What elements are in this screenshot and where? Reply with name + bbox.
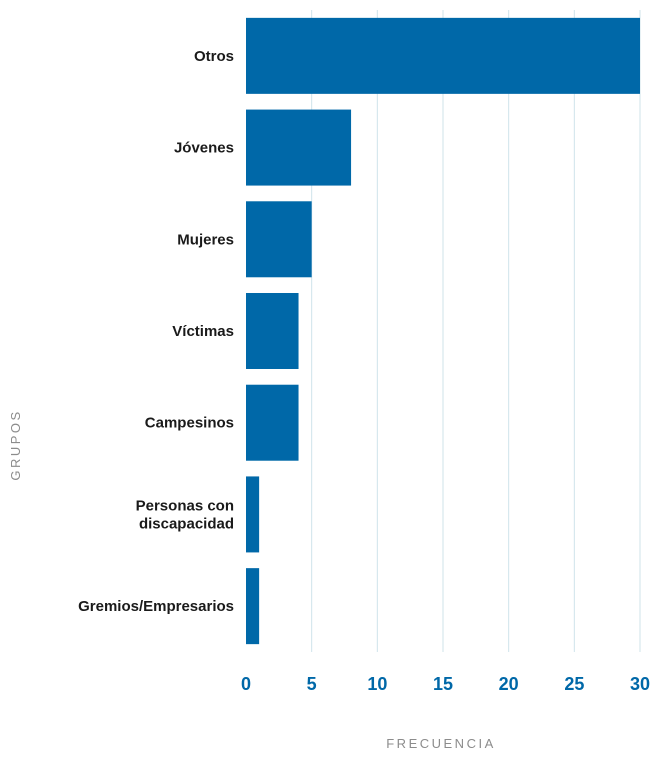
category-label: Otros <box>194 48 234 65</box>
x-tick-labels: 0 5 10 15 20 25 30 <box>241 674 650 694</box>
x-tick-label: 10 <box>367 674 387 694</box>
x-tick-label: 15 <box>433 674 453 694</box>
category-labels: Otros Jóvenes Mujeres Víctimas Campesinos Per… <box>78 48 234 615</box>
x-tick-label: 20 <box>499 674 519 694</box>
category-label: Víctimas <box>172 323 234 340</box>
x-tick-label: 25 <box>564 674 584 694</box>
category-label: Jóvenes <box>174 140 234 157</box>
category-label: Personas con discapacidad <box>136 497 234 532</box>
category-label: Mujeres <box>177 231 234 248</box>
x-tick-label: 30 <box>630 674 650 694</box>
category-label: Gremios/Empresarios <box>78 598 234 615</box>
y-axis-title: GRUPOS <box>8 409 23 480</box>
bars <box>246 17 640 645</box>
bar <box>246 476 260 553</box>
bar <box>246 17 640 94</box>
x-tick-label: 5 <box>307 674 317 694</box>
category-label: Campesinos <box>145 415 234 432</box>
bar <box>246 293 299 369</box>
bar <box>246 568 260 645</box>
grid-lines <box>311 10 641 652</box>
bar <box>246 109 352 186</box>
x-tick-label: 0 <box>241 674 251 694</box>
bar <box>246 384 299 461</box>
x-axis-title: FRECUENCIA <box>386 736 496 751</box>
bar <box>246 201 312 278</box>
